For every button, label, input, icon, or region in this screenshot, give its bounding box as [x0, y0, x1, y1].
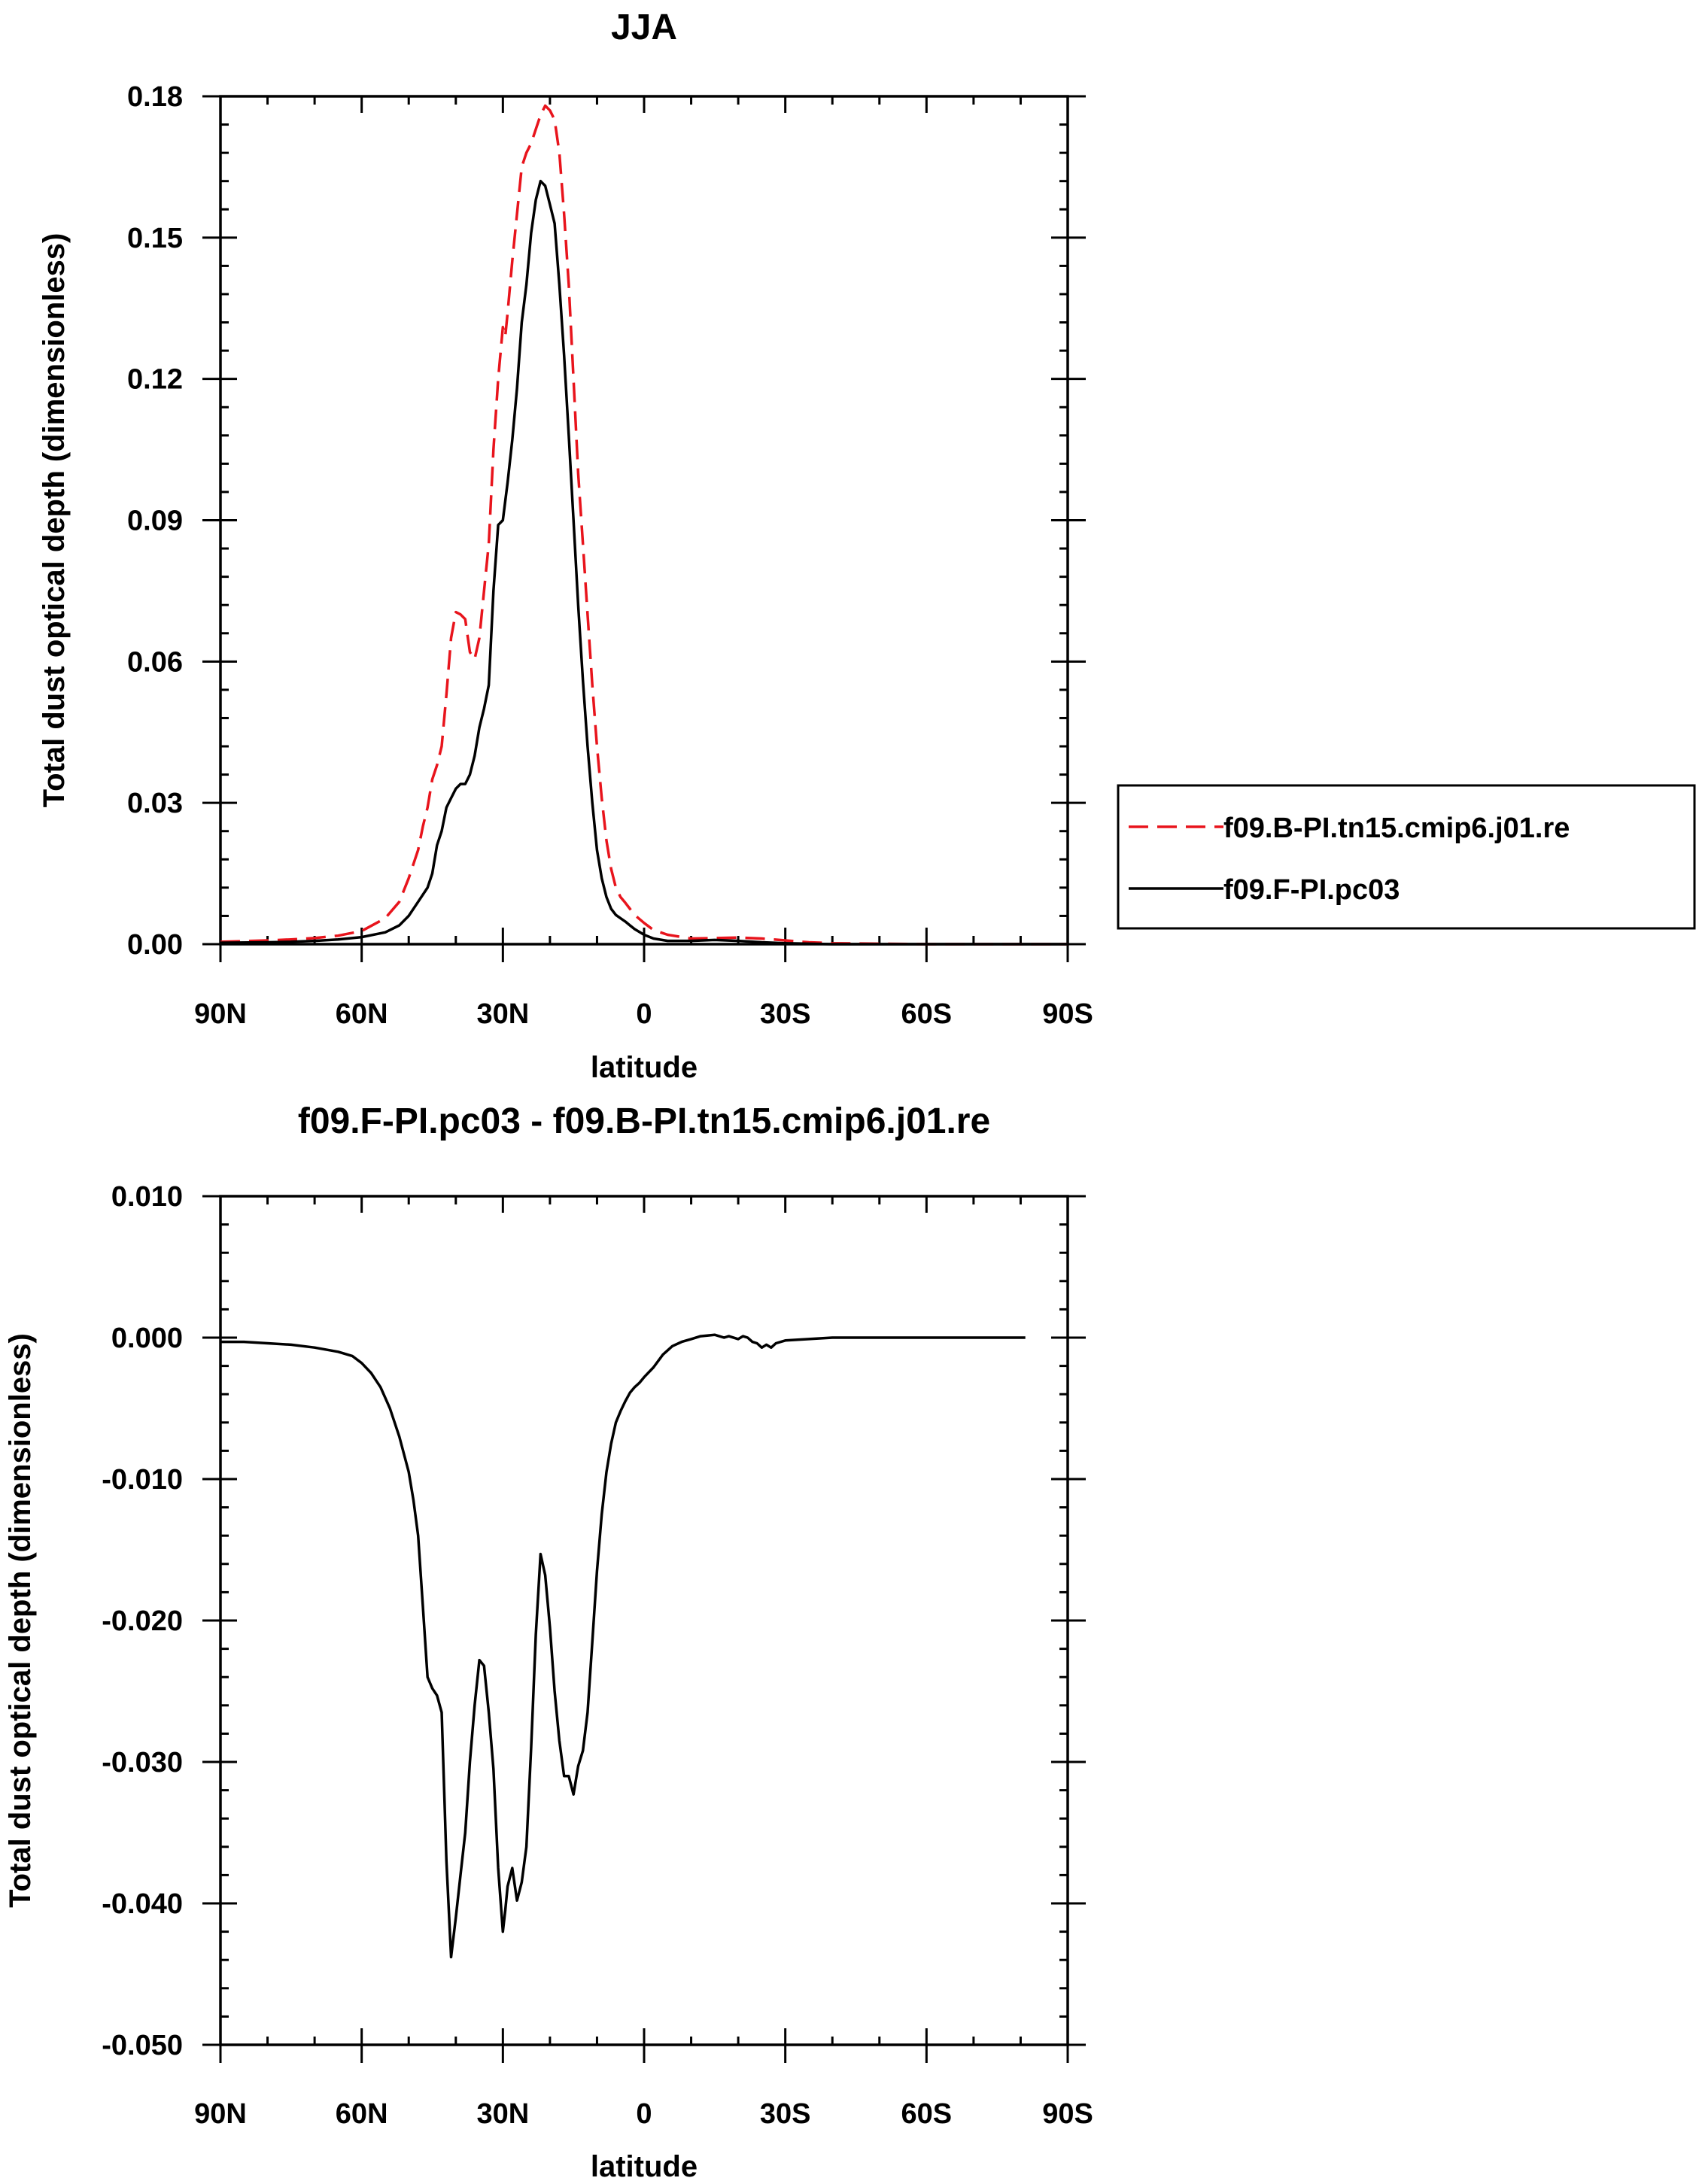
y-tick-label: 0.000	[111, 1323, 183, 1354]
x-tick-label: 90N	[194, 998, 247, 1030]
legend: f09.B-PI.tn15.cmip6.j01.re f09.F-PI.pc03	[1117, 784, 1696, 930]
y-tick-label: 0.15	[127, 223, 183, 254]
y-tick-label: 0.09	[127, 506, 183, 537]
x-tick-label: 60S	[901, 2098, 953, 2130]
chart-title: f09.F-PI.pc03 - f09.B-PI.tn15.cmip6.j01.…	[298, 1101, 990, 1141]
x-axis-label: latitude	[591, 2150, 698, 2183]
x-tick-label: 30S	[760, 998, 811, 1030]
x-tick-label: 60N	[336, 998, 388, 1030]
x-tick-label: 30N	[476, 2098, 529, 2130]
legend-label: f09.B-PI.tn15.cmip6.j01.re	[1223, 813, 1570, 844]
y-tick-label: 0.00	[127, 929, 183, 961]
x-tick-label: 60N	[336, 2098, 388, 2130]
top-panel: JJA 90N 60N 30N 0 30S 60S 90S 0.00 0.03 0.06 0.09 0.…	[38, 8, 1696, 1084]
legend-box	[1117, 784, 1696, 930]
y-axis-label: Total dust optical depth (dimensionless)	[38, 233, 71, 808]
x-tick-label: 0	[636, 998, 652, 1030]
y-tick-label: -0.010	[102, 1464, 183, 1496]
x-tick-label: 60S	[901, 998, 953, 1030]
y-tick-label: 0.18	[127, 81, 183, 113]
series-line-0	[220, 1333, 1026, 1959]
x-tick-label: 30S	[760, 2098, 811, 2130]
y-tick-label: -0.020	[102, 1605, 183, 1637]
x-tick-label: 90N	[194, 2098, 247, 2130]
y-tick-label: 0.06	[127, 646, 183, 678]
y-tick-label: -0.030	[102, 1747, 183, 1778]
x-tick-label: 90S	[1042, 998, 1093, 1030]
y-tick-label: 0.03	[127, 788, 183, 819]
legend-label: f09.F-PI.pc03	[1223, 874, 1400, 906]
series-line-0	[220, 104, 1068, 946]
y-axis-label: Total dust optical depth (dimensionless)	[4, 1333, 37, 1908]
x-tick-label: 0	[636, 2098, 652, 2130]
y-tick-label: 0.010	[111, 1181, 183, 1213]
bottom-panel: f09.F-PI.pc03 - f09.B-PI.tn15.cmip6.j01.…	[4, 1101, 1093, 2183]
x-tick-label: 90S	[1042, 2098, 1093, 2130]
y-tick-label: -0.040	[102, 1888, 183, 1920]
x-axis-label: latitude	[591, 1051, 698, 1084]
x-tick-label: 30N	[476, 998, 529, 1030]
y-tick-label: 0.12	[127, 364, 183, 396]
series-line-1	[220, 179, 1068, 946]
y-tick-label: -0.050	[102, 2030, 183, 2061]
chart-title: JJA	[611, 8, 677, 47]
